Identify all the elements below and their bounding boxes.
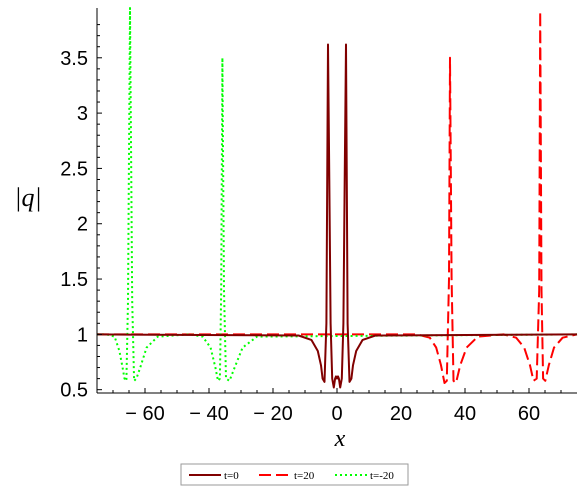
x-axis-label: x [334,426,346,452]
y-tick-label: 1.5 [60,269,88,291]
plot-area [96,7,578,389]
legend-box [180,463,409,486]
y-tick-label: 2.5 [60,158,88,180]
legend-label-t=-20: t=-20 [370,470,394,482]
x-tick-label: − 20 [253,403,292,425]
y-axis: 0.5 1 1.5 2 2.5 3 3.5 [60,8,102,402]
x-tick-label: 40 [454,403,476,425]
y-tick-label: 3.5 [60,48,88,70]
legend-label-t=0: t=0 [224,470,239,482]
y-tick-label: 0.5 [60,380,88,402]
y-axis-label: |q| [14,183,41,212]
series-line-t=20 [97,10,578,384]
x-tick-label: − 40 [189,403,228,425]
x-tick-label: 60 [518,403,540,425]
y-tick-label: 1 [77,324,88,346]
x-tick-label: − 60 [125,403,164,425]
legend-label-t=20: t=20 [294,470,315,482]
x-axis: − 60 − 40 − 20 0 20 40 60 [97,388,577,425]
series-line-t=0 [96,43,578,389]
y-tick-label: 2 [77,214,88,236]
x-tick-label: 0 [331,403,342,425]
legend: t=0 t=20 t=-20 [180,463,409,486]
y-tick-label: 3 [77,103,88,125]
series-line-t=-20 [97,7,578,382]
x-tick-label: 20 [390,403,412,425]
